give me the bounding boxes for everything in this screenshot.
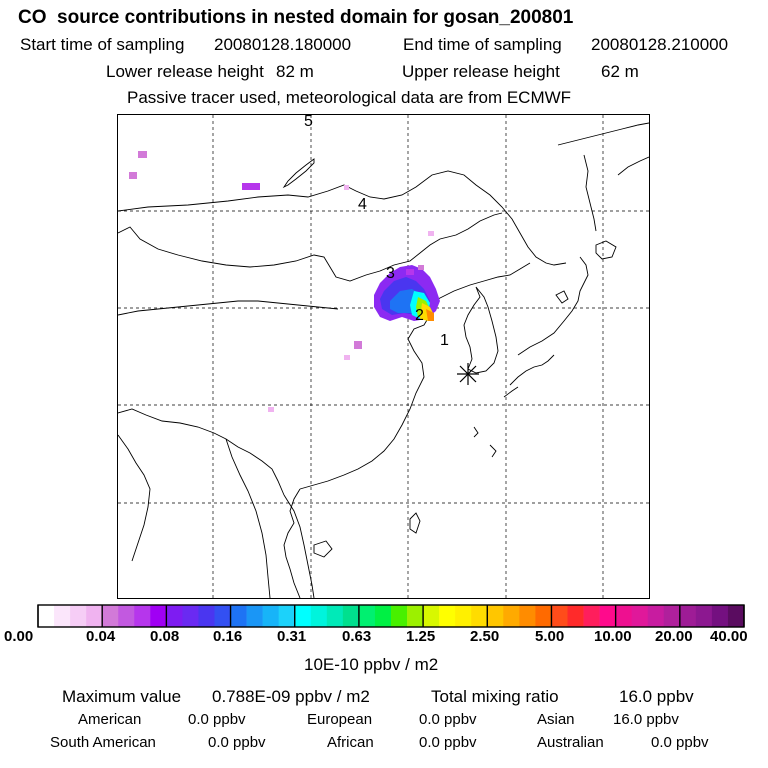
colorbar-tick-1: 0.04 bbox=[86, 628, 116, 645]
receptor-asterisk-icon bbox=[457, 363, 479, 385]
colorbar-swatch bbox=[198, 605, 215, 627]
colorbar-swatch bbox=[663, 605, 681, 627]
region-name-american: American bbox=[78, 711, 142, 728]
colorbar-swatch bbox=[102, 605, 119, 627]
colorbar-swatch bbox=[487, 605, 504, 627]
colorbar-swatch bbox=[230, 605, 247, 627]
colorbar-tick-9: 10.00 bbox=[594, 628, 632, 645]
colorbar bbox=[37, 604, 745, 628]
colorbar-swatch bbox=[647, 605, 665, 627]
colorbar-swatch bbox=[278, 605, 296, 627]
upper-release-label: Upper release height bbox=[402, 62, 560, 81]
trajectory-label-1: 1 bbox=[440, 332, 449, 349]
colorbar-swatch bbox=[583, 605, 600, 627]
colorbar-swatch bbox=[423, 605, 440, 627]
colorbar-swatch bbox=[679, 605, 697, 627]
trajectory-label-2: 2 bbox=[415, 307, 424, 324]
colorbar-tick-6: 1.25 bbox=[406, 628, 436, 645]
total-mixing-label: Total mixing ratio bbox=[431, 687, 559, 706]
colorbar-swatch bbox=[70, 605, 87, 627]
coastlines bbox=[118, 122, 649, 598]
colorbar-swatch bbox=[310, 605, 328, 627]
region-value-asian: 16.0 ppbv bbox=[613, 711, 679, 728]
region-name-australian: Australian bbox=[537, 734, 604, 751]
colorbar-tick-11: 40.00 bbox=[710, 628, 748, 645]
region-value-australian: 0.0 ppbv bbox=[651, 734, 709, 751]
colorbar-swatch bbox=[262, 605, 279, 627]
colorbar-swatch bbox=[86, 605, 103, 627]
tracer-note: Passive tracer used, meteorological data… bbox=[127, 88, 572, 107]
region-name-south-american: South American bbox=[50, 734, 156, 751]
colorbar-swatch bbox=[599, 605, 616, 627]
trajectory-labels: 5 4 3 2 1 bbox=[304, 115, 449, 349]
plot-title: CO source contributions in nested domain… bbox=[18, 7, 574, 28]
colorbar-swatch bbox=[358, 605, 376, 627]
colorbar-tick-5: 0.63 bbox=[342, 628, 372, 645]
colorbar-swatch bbox=[567, 605, 584, 627]
map-svg: 5 4 3 2 1 bbox=[118, 115, 649, 598]
colorbar-swatch bbox=[182, 605, 199, 627]
colorbar-swatch bbox=[535, 605, 552, 627]
start-time-label: Start time of sampling bbox=[20, 35, 185, 54]
trajectory-label-3: 3 bbox=[386, 265, 395, 282]
colorbar-swatch bbox=[54, 605, 71, 627]
region-name-asian: Asian bbox=[537, 711, 575, 728]
colorbar-swatch bbox=[118, 605, 135, 627]
colorbar-swatch bbox=[214, 605, 231, 627]
colorbar-tick-7: 2.50 bbox=[470, 628, 500, 645]
colorbar-tick-3: 0.16 bbox=[213, 628, 243, 645]
colorbar-swatch bbox=[711, 605, 729, 627]
colorbar-swatch bbox=[166, 605, 183, 627]
colorbar-swatch bbox=[503, 605, 520, 627]
colorbar-swatch bbox=[695, 605, 713, 627]
colorbar-unit: 10E-10 ppbv / m2 bbox=[304, 655, 439, 674]
region-value-south-american: 0.0 ppbv bbox=[208, 734, 266, 751]
colorbar-swatch bbox=[38, 605, 55, 627]
lower-release-label: Lower release height bbox=[106, 62, 264, 81]
region-value-african: 0.0 ppbv bbox=[419, 734, 477, 751]
total-mixing-value: 16.0 ppbv bbox=[619, 687, 694, 706]
end-time-value: 20080128.210000 bbox=[591, 35, 729, 54]
colorbar-swatch bbox=[551, 605, 568, 627]
colorbar-swatch bbox=[631, 605, 649, 627]
end-time-label: End time of sampling bbox=[403, 35, 562, 54]
colorbar-border bbox=[37, 604, 745, 628]
region-value-european: 0.0 ppbv bbox=[419, 711, 477, 728]
graticule bbox=[118, 115, 649, 598]
region-value-american: 0.0 ppbv bbox=[188, 711, 246, 728]
colorbar-swatch bbox=[150, 605, 167, 627]
contribution-field bbox=[129, 151, 440, 412]
region-name-african: African bbox=[327, 734, 374, 751]
colorbar-swatch bbox=[471, 605, 488, 627]
trajectory-label-5: 5 bbox=[304, 115, 313, 130]
colorbar-swatch bbox=[391, 605, 408, 627]
colorbar-tick-4: 0.31 bbox=[277, 628, 307, 645]
colorbar-swatch bbox=[727, 605, 745, 627]
colorbar-swatch bbox=[519, 605, 536, 627]
max-value: 0.788E-09 ppbv / m2 bbox=[212, 687, 370, 706]
max-value-label: Maximum value bbox=[62, 687, 182, 706]
lower-release-value: 82 m bbox=[276, 62, 314, 81]
map-panel: 5 4 3 2 1 bbox=[117, 114, 650, 599]
colorbar-swatch bbox=[342, 605, 360, 627]
colorbar-swatch bbox=[407, 605, 424, 627]
colorbar-swatch bbox=[374, 605, 392, 627]
region-name-european: European bbox=[307, 711, 373, 728]
colorbar-tick-2: 0.08 bbox=[150, 628, 180, 645]
upper-release-value: 62 m bbox=[601, 62, 639, 81]
colorbar-tick-0: 0.00 bbox=[4, 628, 34, 645]
colorbar-swatch bbox=[615, 605, 632, 627]
start-time-value: 20080128.180000 bbox=[214, 35, 352, 54]
colorbar-swatch bbox=[246, 605, 263, 627]
colorbar-tick-10: 20.00 bbox=[655, 628, 693, 645]
colorbar-swatch bbox=[439, 605, 456, 627]
colorbar-tick-8: 5.00 bbox=[535, 628, 565, 645]
colorbar-swatch bbox=[134, 605, 151, 627]
trajectory-label-4: 4 bbox=[358, 196, 367, 213]
colorbar-swatch bbox=[326, 605, 344, 627]
colorbar-swatch bbox=[294, 605, 312, 627]
colorbar-swatch bbox=[455, 605, 472, 627]
